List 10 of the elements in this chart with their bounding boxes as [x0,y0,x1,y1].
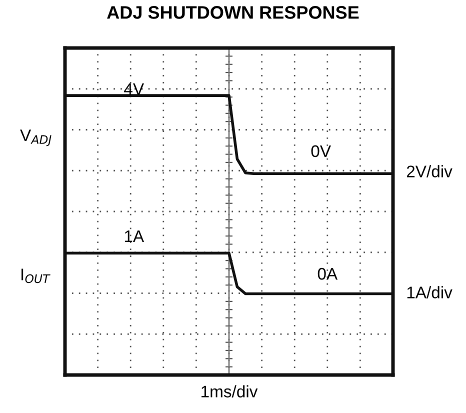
text: 4V [124,83,144,95]
text: 2V/div [406,165,452,178]
series-label: I$_{OUT}$ [22,268,50,284]
text: 1ms/div [202,385,258,398]
text: 1A/div [407,286,452,298]
text: V$_{ADJ}$ [20,130,52,146]
annotation: 0V [311,145,331,158]
annotation: 0A [318,268,338,280]
chart-title: ADJ SHUTDOWN RESPONSE [107,6,359,19]
annotation: 1A [124,230,144,242]
